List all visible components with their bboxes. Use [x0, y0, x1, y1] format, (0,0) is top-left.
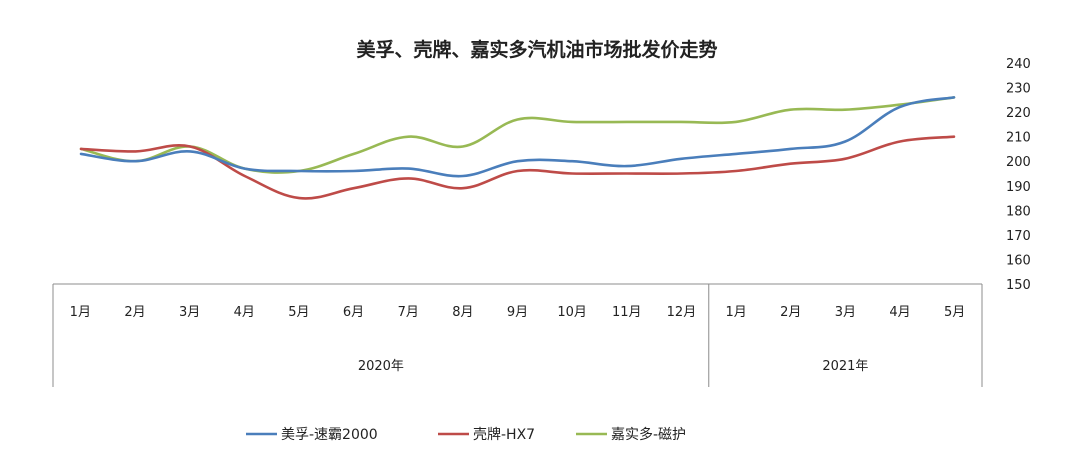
x-tick-label: 10月 [557, 305, 587, 320]
legend-label: 嘉实多-磁护 [611, 426, 686, 443]
y-axis-ticks: 240 230 220 210 200 190 180 170 160 150 [1006, 57, 1031, 293]
series-line-1 [79, 96, 956, 178]
x-tick-label: 11月 [612, 305, 642, 320]
x-tick-label: 3月 [835, 305, 856, 320]
legend-label: 美孚-速霸2000 [281, 427, 378, 443]
x-tick-label: 1月 [70, 305, 91, 320]
x-tick-label: 7月 [398, 305, 419, 320]
year-groups: 2020年 2021年 [358, 284, 868, 387]
x-tick-label: 1月 [725, 305, 746, 320]
y-tick-label: 220 [1006, 106, 1031, 121]
x-tick-label: 5月 [288, 305, 309, 320]
y-tick-label: 160 [1006, 253, 1031, 268]
legend: 美孚-速霸2000 壳牌-HX7 嘉实多-磁护 [246, 426, 686, 443]
y-tick-label: 180 [1006, 204, 1031, 219]
series-lines [79, 96, 956, 200]
chart-title: 美孚、壳牌、嘉实多汽机油市场批发价走势 [356, 38, 717, 61]
x-axis-ticks: 1月 2月 3月 4月 5月 6月 7月 8月 9月 10月 11月 12月 1月 2月 3月 4月 5月 [70, 305, 966, 320]
x-tick-label: 4月 [234, 305, 255, 320]
year-label: 2020年 [358, 359, 404, 374]
year-label: 2021年 [822, 359, 868, 374]
x-tick-label: 8月 [452, 305, 473, 320]
x-tick-label: 12月 [667, 305, 697, 320]
x-tick-label: 9月 [507, 305, 528, 320]
y-tick-label: 190 [1006, 180, 1031, 195]
series-line-2 [79, 135, 956, 200]
x-tick-label: 4月 [889, 305, 910, 320]
x-tick-label: 2月 [124, 305, 145, 320]
legend-label: 壳牌-HX7 [473, 426, 535, 443]
y-tick-label: 150 [1006, 278, 1031, 293]
y-tick-label: 240 [1006, 57, 1031, 72]
x-tick-label: 2月 [780, 305, 801, 320]
x-tick-label: 5月 [944, 305, 965, 320]
x-tick-label: 6月 [343, 305, 364, 320]
y-tick-label: 200 [1006, 155, 1031, 170]
x-tick-label: 3月 [179, 305, 200, 320]
y-tick-label: 230 [1006, 82, 1031, 97]
axis-frame [52, 283, 983, 387]
y-tick-label: 170 [1006, 229, 1031, 244]
y-tick-label: 210 [1006, 131, 1031, 146]
